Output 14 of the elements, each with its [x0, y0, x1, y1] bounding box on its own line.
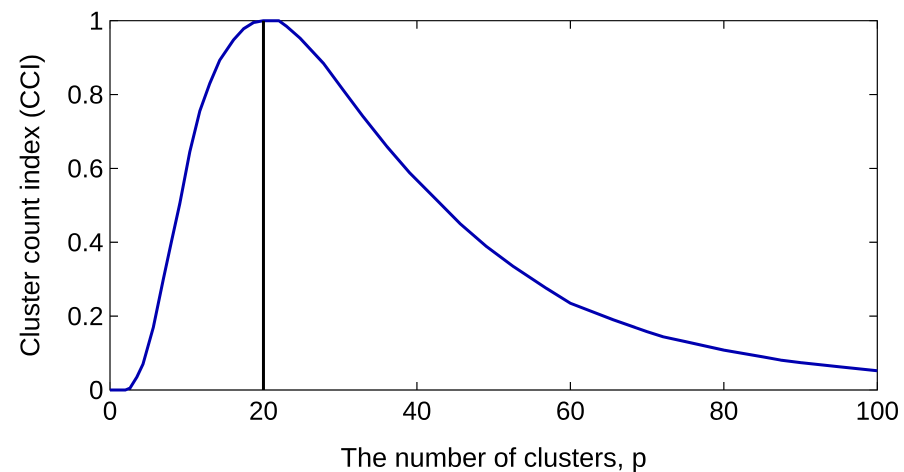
x-tick-label: 0: [104, 402, 116, 420]
x-tick-label: 60: [557, 402, 584, 420]
y-tick-label: 0: [90, 380, 102, 400]
y-tick-label: 1: [90, 12, 102, 30]
x-tick-label: 80: [710, 402, 738, 420]
y-tick-label: 0.8: [68, 85, 102, 104]
y-tick-label: 0.2: [68, 306, 102, 326]
x-tick-label: 100: [858, 402, 898, 420]
x-axis-title: The number of clusters, p: [341, 447, 646, 472]
x-tick-label: 20: [250, 402, 277, 420]
y-tick-label: 0.4: [68, 233, 103, 252]
x-tick-label: 40: [403, 402, 430, 420]
y-axis-title: Cluster count index (CCI): [20, 56, 45, 356]
y-tick-label: 0.6: [68, 159, 102, 178]
